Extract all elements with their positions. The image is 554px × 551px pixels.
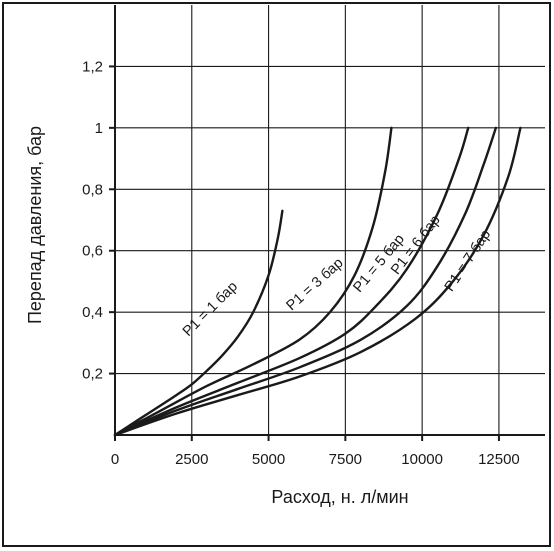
x-tick-label: 10000 — [401, 451, 443, 468]
x-tick-label: 5000 — [252, 451, 285, 468]
series-lines — [113, 126, 522, 437]
y-tick-label: 0,6 — [82, 243, 103, 260]
series-line — [113, 126, 393, 437]
x-tick-label: 2500 — [175, 451, 208, 468]
x-tick-label: 0 — [111, 451, 119, 468]
series-line — [113, 126, 470, 437]
series-line — [113, 126, 498, 437]
grid — [115, 5, 545, 435]
series-line — [113, 209, 284, 437]
y-tick-label: 0,2 — [82, 366, 103, 383]
tick-labels: 0 2500 5000 7500 10000 12500 0,2 0,4 0,6 0,8 1 1,2 — [82, 58, 520, 468]
x-axis-title: Расход, н. л/мин — [271, 487, 408, 507]
y-tick-label: 1,2 — [82, 58, 103, 75]
y-tick-label: 0,4 — [82, 304, 103, 321]
series-line — [113, 126, 522, 437]
y-tick-label: 1 — [95, 120, 103, 137]
x-tick-label: 7500 — [329, 451, 362, 468]
y-axis-title: Перепад давления, бар — [25, 126, 45, 324]
x-tick-label: 12500 — [478, 451, 520, 468]
y-tick-label: 0,8 — [82, 181, 103, 198]
